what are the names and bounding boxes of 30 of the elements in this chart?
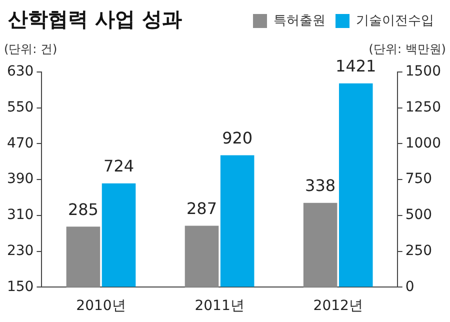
legend-label: 특허출원 (274, 13, 326, 28)
x-tick-label: 2011년 (194, 298, 244, 314)
x-tick-label: 2012년 (313, 298, 363, 314)
bar (338, 83, 373, 287)
y-axis-title: (단위: 건) (4, 42, 58, 56)
y2-axis-title: (단위: 백만원) (368, 42, 446, 56)
y2-tick-label: 750 (405, 171, 432, 188)
data-label: 287 (186, 198, 218, 218)
data-label: 724 (104, 156, 134, 176)
legend-label: 기술이전수입 (356, 13, 434, 28)
y-tick-label: 390 (6, 171, 34, 188)
y2-tick-label: 250 (405, 242, 432, 259)
y2-tick-label: 1250 (405, 100, 442, 116)
data-label: 920 (222, 128, 253, 148)
y-tick-label: 310 (6, 207, 34, 224)
y2-tick-label: 1500 (405, 64, 442, 80)
data-label: 338 (305, 176, 336, 196)
y2-tick-label: 0 (405, 278, 414, 295)
y-tick-label: 470 (6, 135, 34, 152)
y2-tick-label: 1000 (405, 135, 442, 152)
bar (220, 155, 254, 287)
x-tick-label: 2010년 (76, 298, 126, 314)
data-label: 1421 (336, 56, 376, 76)
y-tick-label: 550 (6, 100, 34, 116)
y-tick-label: 230 (6, 242, 34, 259)
y-tick-label: 630 (6, 64, 34, 80)
chart-title: 산학협력 사업 성과 (8, 6, 182, 33)
y2-tick-label: 500 (405, 207, 432, 224)
y-tick-label: 150 (6, 278, 34, 295)
data-label: 285 (68, 200, 98, 219)
